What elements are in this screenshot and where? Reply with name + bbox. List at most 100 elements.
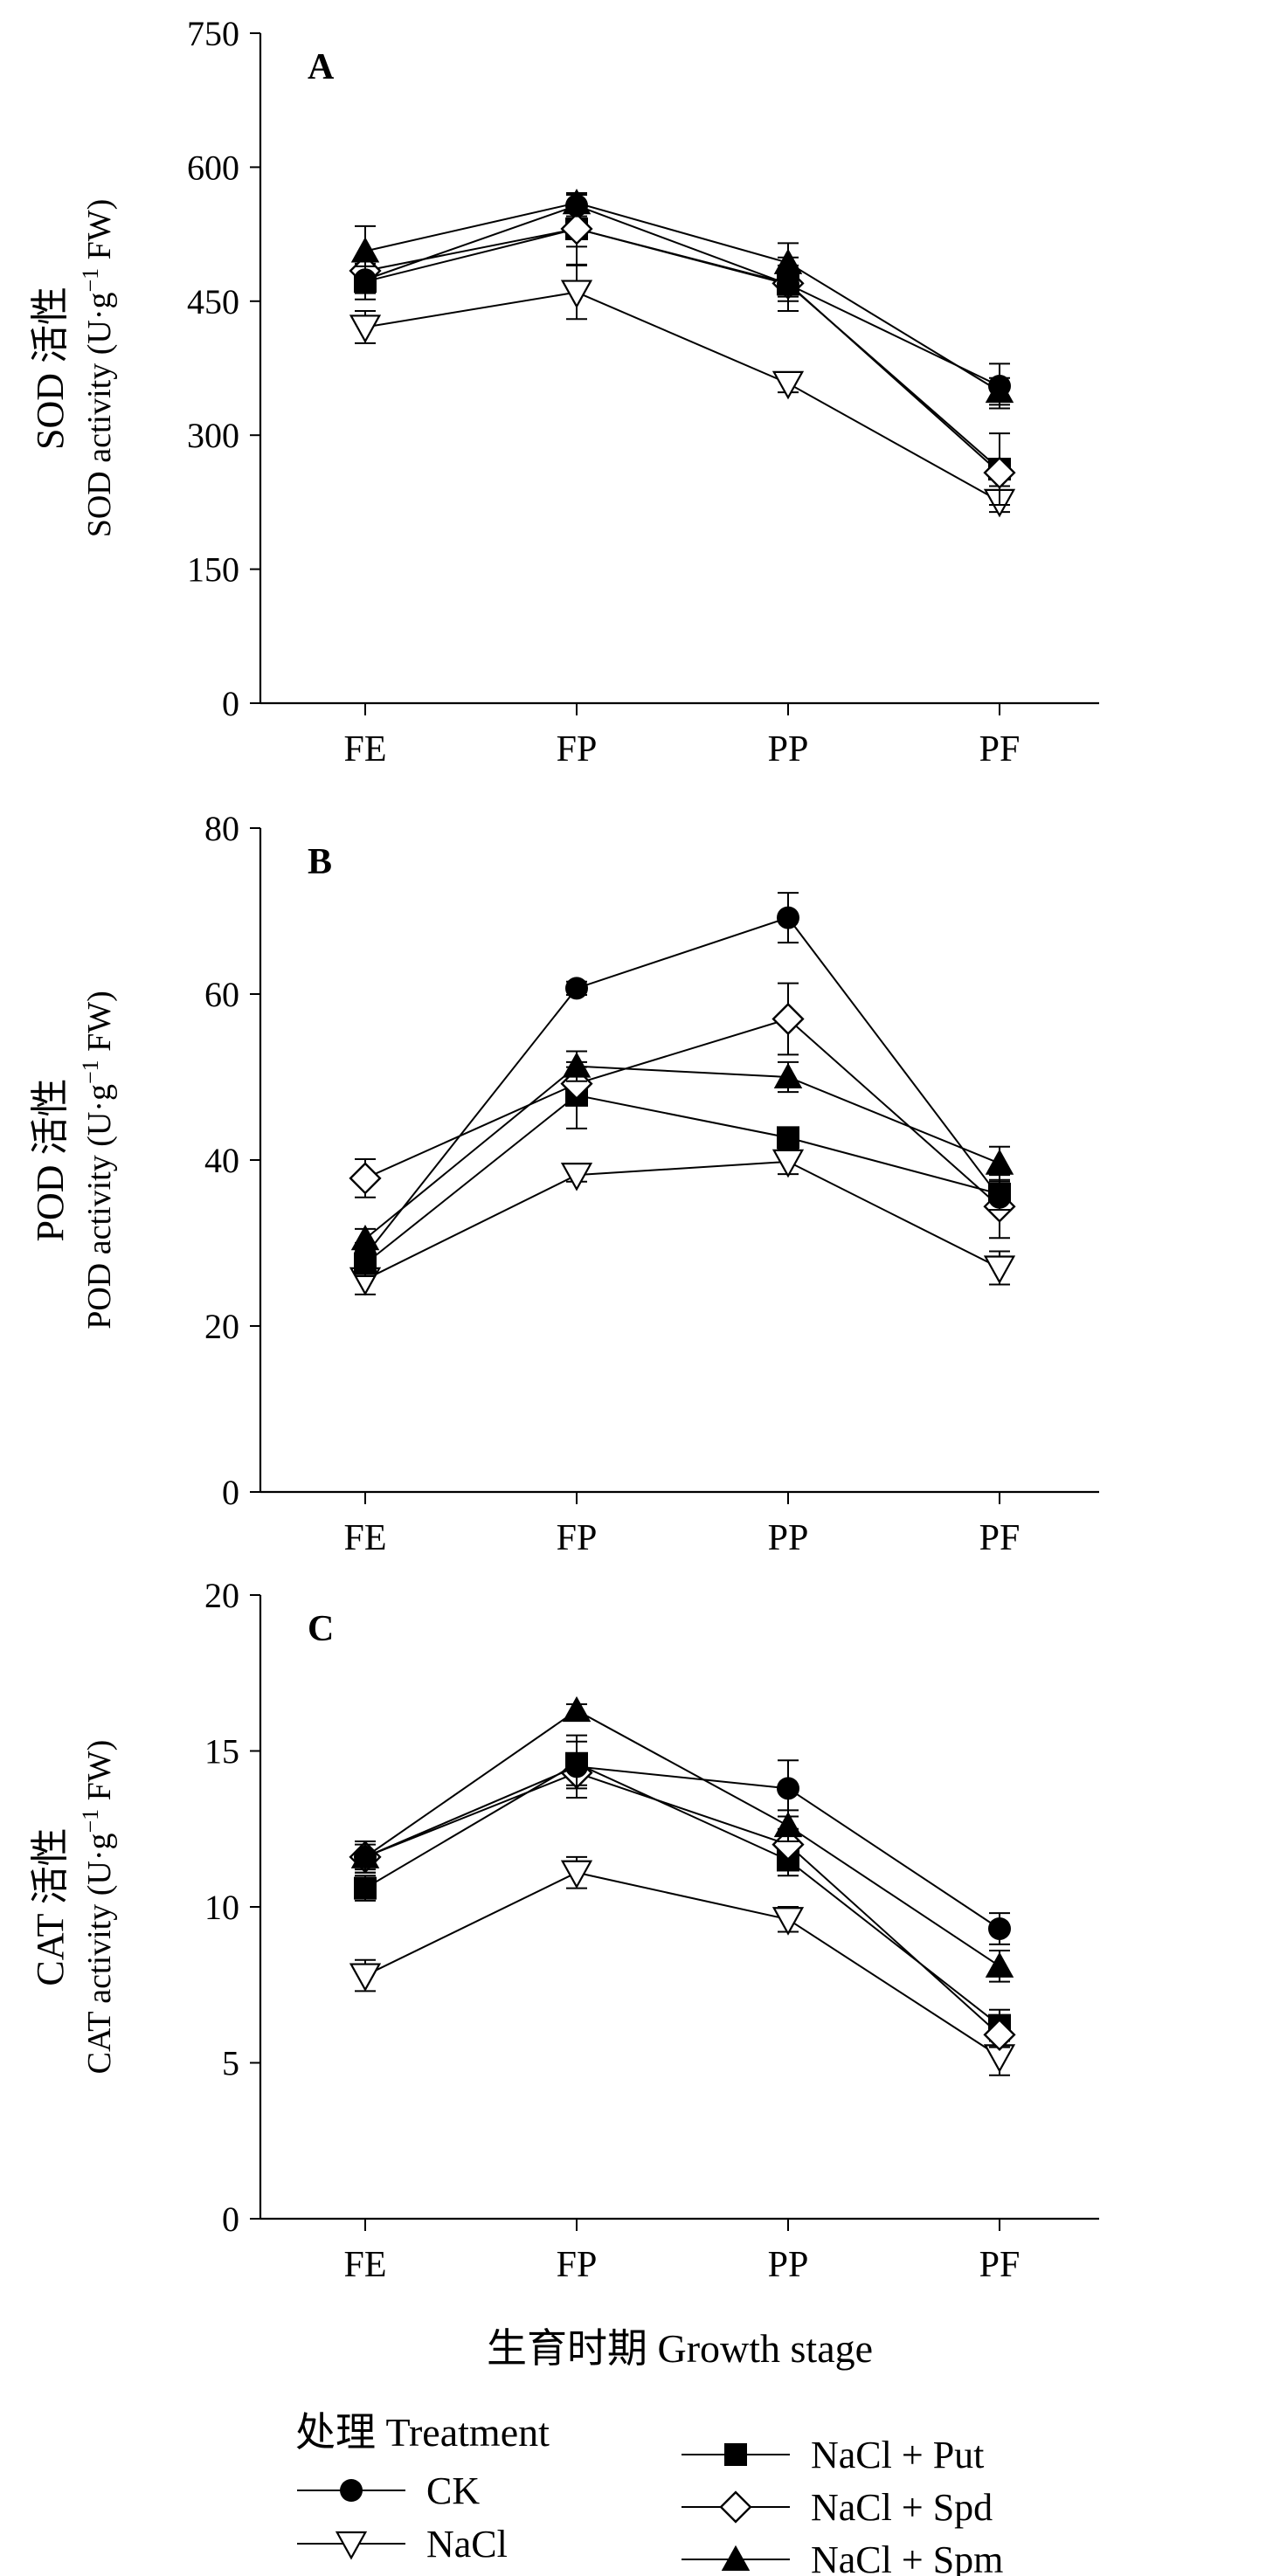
y-axis-title-superscript: −1: [78, 268, 103, 293]
series-line: [364, 1771, 1000, 2036]
legend-marker: [335, 2531, 368, 2560]
data-point: [560, 280, 593, 309]
y-tick-label: 20: [204, 1576, 239, 1615]
x-tick-label: FE: [343, 1518, 386, 1558]
series-line: [364, 1018, 1000, 1207]
y-axis-title-part: SOD activity (U·g: [81, 293, 118, 538]
chart-panel-a: 0 150 300 450 600 750 FE FP PP PF A SOD 活性 SOD activ…: [29, 14, 1099, 770]
data-point: [349, 314, 382, 343]
data-point: [771, 370, 805, 400]
legend: 处理 Treatment CK NaCl NaCl + Put NaCl + Spd Na…: [295, 2410, 1003, 2576]
y-axis-title-superscript: −1: [78, 1809, 103, 1834]
panel-label: B: [308, 842, 332, 882]
y-tick-label: 300: [187, 416, 239, 455]
series-line: [364, 227, 1000, 473]
series-line: [364, 227, 1000, 470]
data-point: [560, 1162, 593, 1191]
y-axis-title-cn: CAT 活性: [29, 1827, 72, 1986]
data-point: [354, 268, 377, 292]
x-tick-label: FP: [557, 729, 598, 770]
y-tick-label: 60: [204, 975, 239, 1014]
data-point: [349, 1162, 382, 1195]
data-point: [771, 1002, 805, 1036]
x-tick-label: PP: [768, 1518, 809, 1558]
data-point: [565, 977, 588, 1000]
x-tick-label: FE: [343, 729, 386, 770]
series-ck: [354, 1734, 1011, 1945]
y-tick-label: 40: [204, 1141, 239, 1180]
legend-title: 处理 Treatment: [295, 2410, 550, 2455]
legend-marker: [719, 2490, 752, 2524]
legend-marker: [340, 2479, 363, 2502]
y-tick-label: 600: [187, 148, 239, 187]
data-point: [354, 1845, 377, 1868]
data-point: [988, 1185, 1011, 1209]
x-axis-title: 生育时期 Growth stage: [487, 2326, 873, 2371]
series-line: [364, 1762, 1000, 2027]
series-nacl: [349, 1855, 1016, 2076]
y-axis-title-part: FW): [81, 199, 118, 268]
series-ck: [354, 194, 1011, 410]
series-line: [364, 916, 1000, 1256]
panel-label: A: [308, 47, 335, 87]
series-line: [364, 1160, 1000, 1281]
x-tick-label: PF: [979, 2245, 1021, 2285]
y-tick-label: 0: [222, 684, 239, 723]
y-axis-title-part: FW): [81, 1740, 118, 1809]
data-point: [983, 456, 1016, 489]
data-point: [777, 906, 799, 929]
data-point: [565, 194, 588, 218]
series-nacl-put: [354, 192, 1011, 506]
series-ck: [354, 892, 1011, 1269]
series-nacl-spm: [350, 1695, 1014, 1983]
series-nacl-spm: [350, 189, 1014, 406]
chart-panel-b: 0 20 40 60 80 FE FP PP PF B POD 活性 POD activity (U·…: [29, 809, 1099, 1558]
y-axis-title-cn: POD 活性: [29, 1078, 72, 1241]
series-nacl-spd: [349, 210, 1016, 489]
x-tick-label: PF: [979, 1518, 1021, 1558]
panel-label: C: [308, 1609, 334, 1649]
legend-item-nacl-put: NaCl + Put: [682, 2434, 984, 2476]
series-nacl-put: [354, 1740, 1011, 2042]
series-nacl: [349, 1148, 1016, 1296]
data-point: [985, 1149, 1014, 1175]
y-tick-label: 150: [187, 550, 239, 590]
x-tick-label: FE: [343, 2245, 386, 2285]
y-axis-title-part: POD activity (U·g: [81, 1084, 118, 1329]
legend-item-ck: CK: [297, 2469, 480, 2512]
data-point: [983, 2018, 1016, 2051]
data-point: [560, 212, 593, 245]
y-axis-title-part: FW): [81, 991, 118, 1060]
x-tick-label: PF: [979, 729, 1021, 770]
legend-label: NaCl + Put: [811, 2434, 984, 2476]
series-nacl-spd: [349, 982, 1016, 1240]
data-point: [349, 1963, 382, 1992]
series-nacl: [349, 264, 1016, 518]
legend-label: NaCl: [426, 2523, 508, 2566]
data-point: [777, 1126, 799, 1150]
series-line: [364, 1871, 1000, 2058]
data-point: [988, 1916, 1011, 1940]
y-axis-title-en: POD activity (U·g−1 FW): [78, 991, 118, 1329]
data-point: [350, 237, 380, 263]
legend-item-nacl-spm: NaCl + Spm: [682, 2538, 1003, 2576]
data-point: [560, 1860, 593, 1889]
data-point: [773, 248, 803, 274]
y-tick-label: 5: [222, 2044, 239, 2083]
legend-marker: [724, 2443, 747, 2466]
y-tick-label: 750: [187, 14, 239, 53]
legend-label: NaCl + Spd: [811, 2486, 993, 2529]
y-axis-title-superscript: −1: [78, 1060, 103, 1084]
legend-label: NaCl + Spm: [811, 2538, 1003, 2576]
y-tick-label: 0: [222, 1473, 239, 1512]
y-tick-label: 15: [204, 1732, 239, 1771]
data-point: [560, 1067, 593, 1101]
legend-item-nacl: NaCl: [297, 2523, 508, 2566]
y-tick-label: 450: [187, 282, 239, 321]
series-line: [364, 1765, 1000, 1930]
series-nacl-spm: [350, 1050, 1014, 1251]
data-point: [983, 1255, 1016, 1285]
y-tick-label: 80: [204, 809, 239, 848]
data-point: [354, 1244, 377, 1267]
